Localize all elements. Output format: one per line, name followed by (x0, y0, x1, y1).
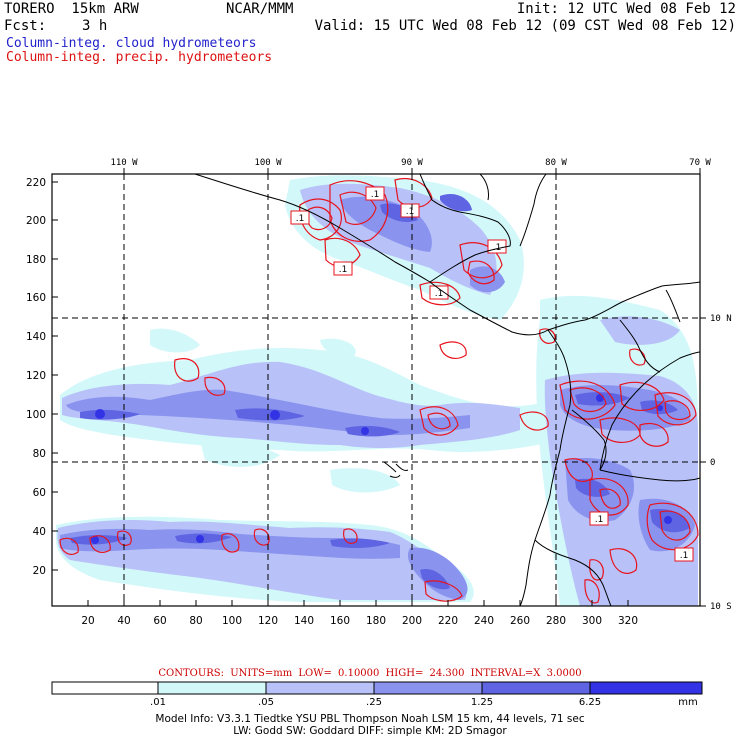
forecast-hour: 3 h (82, 18, 108, 34)
svg-text:.1: .1 (493, 243, 502, 253)
colorbar-label: .05 (258, 697, 274, 708)
lon-label: 90 W (401, 158, 423, 168)
contour-box: .1 (400, 203, 420, 218)
lon-label: 80 W (545, 158, 567, 168)
x-tick-label: 280 (546, 615, 566, 627)
colorbar-label: .25 (366, 697, 382, 708)
y-tick-label: 120 (26, 370, 46, 382)
svg-text:.1: .1 (595, 515, 604, 525)
axis-ticks (52, 168, 706, 607)
colorbar-label: 1.25 (471, 697, 493, 708)
svg-text:.1: .1 (680, 551, 689, 561)
y-tick-label: 80 (33, 448, 46, 460)
lat-label: 0 (710, 458, 715, 468)
x-tick-label: 260 (510, 615, 530, 627)
lat-label: 10 S (710, 602, 732, 612)
svg-text:.1: .1 (406, 207, 415, 217)
x-tick-label: 220 (438, 615, 458, 627)
precip-contours (59, 178, 699, 604)
x-tick-label: 160 (330, 615, 350, 627)
x-tick-label: 240 (474, 615, 494, 627)
svg-text:.1: .1 (371, 190, 380, 200)
svg-text:.1: .1 (435, 289, 444, 299)
y-tick-label: 140 (26, 331, 46, 343)
forecast-label: Fcst: (4, 18, 47, 34)
x-tick-label: 300 (582, 615, 602, 627)
x-tick-label: 180 (366, 615, 386, 627)
contour-box: .1 (290, 210, 310, 225)
y-tick-label: 100 (26, 409, 46, 421)
shading-layer: .1 .1 .1 .1 .1 .1 .1 .1 (56, 174, 700, 606)
model-name: TORERO 15km ARW (4, 1, 139, 17)
contours-note: CONTOURS: UNITS=mm LOW= 0.10000 HIGH= 24… (158, 668, 582, 679)
contour-box: .1 (365, 186, 385, 201)
y-tick-label: 40 (33, 526, 46, 538)
x-tick-label: 60 (153, 615, 166, 627)
svg-text:.1: .1 (296, 214, 305, 224)
coastlines (194, 174, 700, 606)
center-name: NCAR/MMM (226, 1, 294, 17)
graticule (52, 174, 700, 606)
lon-label: 100 W (254, 158, 282, 168)
y-tick-label: 220 (26, 177, 46, 189)
x-tick-label: 100 (222, 615, 242, 627)
model-info-line2: LW: Godd SW: Goddard DIFF: simple KM: 2D… (233, 725, 507, 737)
colorbar (51, 681, 703, 695)
y-tick-label: 180 (26, 254, 46, 266)
contour-box: .1 (333, 261, 353, 276)
y-tick-label: 160 (26, 292, 46, 304)
y-tick-label: 20 (33, 565, 46, 577)
field-cloud-title: Column-integ. cloud hydrometeors (6, 36, 257, 51)
colorbar-label: .01 (150, 697, 166, 708)
lon-label: 110 W (110, 158, 138, 168)
contour-box: .1 (674, 547, 694, 562)
x-tick-label: 200 (402, 615, 422, 627)
colorbar-label: 6.25 (579, 697, 601, 708)
lat-label: 10 N (710, 314, 732, 324)
model-info-line1: Model Info: V3.3.1 Tiedtke YSU PBL Thomp… (155, 713, 585, 725)
x-tick-label: 140 (294, 615, 314, 627)
x-tick-label: 120 (258, 615, 278, 627)
init-time: Init: 12 UTC Wed 08 Feb 12 (516, 1, 736, 17)
x-tick-label: 80 (189, 615, 202, 627)
contour-box: .1 (429, 285, 449, 300)
contour-box: .1 (589, 511, 609, 526)
lon-label: 70 W (689, 158, 711, 168)
x-tick-label: 20 (81, 615, 94, 627)
valid-time: Valid: 15 UTC Wed 08 Feb 12 (09 CST Wed … (314, 18, 736, 34)
y-tick-label: 200 (26, 215, 46, 227)
svg-text:.1: .1 (339, 265, 348, 275)
x-tick-label: 40 (117, 615, 130, 627)
colorbar-units: mm (678, 697, 697, 708)
x-tick-label: 320 (618, 615, 638, 627)
field-precip-title: Column-integ. precip. hydrometeors (6, 50, 273, 65)
contour-box: .1 (487, 239, 507, 254)
y-tick-label: 60 (33, 487, 46, 499)
